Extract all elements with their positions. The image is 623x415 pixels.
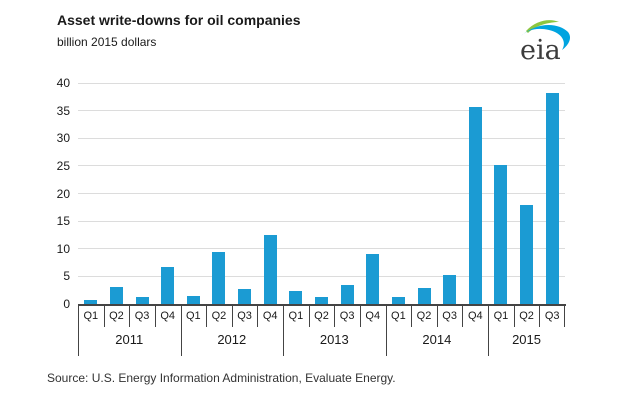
- year-axis-row: 2011 2012 2013 2014 2015: [78, 328, 565, 354]
- quarter-tick-7: [257, 306, 259, 327]
- bar-2011-Q2: [109, 287, 123, 304]
- year-label-2012: 2012: [217, 332, 247, 347]
- quarter-tick-10: [334, 306, 336, 327]
- quarter-label-2012-Q2: Q2: [211, 310, 227, 322]
- year-label-2011: 2011: [115, 332, 144, 347]
- source-note: Source: U.S. Energy Information Administ…: [47, 371, 396, 385]
- quarter-label-2014-Q2: Q2: [416, 310, 432, 322]
- eia-logo-icon: eia: [520, 20, 570, 66]
- bar-2014-Q2: [417, 287, 431, 304]
- bar-2013-Q2: [315, 296, 328, 304]
- eia-logo-text: eia: [520, 35, 561, 66]
- quarter-label-2014-Q1: Q1: [391, 310, 406, 322]
- y-tick-label-30: 30: [56, 131, 70, 146]
- bar-2014-Q4: [468, 106, 482, 304]
- plot-area: [78, 82, 565, 304]
- quarter-tick-5: [206, 306, 208, 327]
- year-label-2015: 2015: [512, 332, 541, 347]
- quarter-tick-9: [308, 306, 310, 327]
- bar-2014-Q3: [443, 274, 457, 304]
- quarter-label-2011-Q4: Q4: [160, 310, 176, 322]
- quarter-tick-11: [359, 306, 361, 327]
- quarter-label-2011-Q2: Q2: [109, 310, 124, 322]
- gridline-20: [78, 193, 565, 194]
- gridline-40: [78, 82, 565, 84]
- bar-2011-Q3: [135, 297, 149, 304]
- y-tick-label-25: 25: [56, 158, 70, 173]
- bar-2013-Q3: [340, 285, 354, 304]
- year-tick-8: [283, 306, 285, 356]
- quarter-tick-6: [231, 306, 233, 327]
- quarter-label-2012-Q1: Q1: [185, 310, 201, 322]
- year-tick-16: [488, 306, 490, 356]
- bar-2011-Q1: [84, 299, 98, 304]
- bar-2013-Q1: [289, 290, 303, 304]
- gridline-10: [78, 248, 565, 250]
- quarter-label-2014-Q4: Q4: [467, 310, 483, 322]
- year-tick-12: [385, 306, 387, 356]
- y-tick-label-10: 10: [56, 241, 70, 256]
- y-tick-label-15: 15: [56, 214, 70, 229]
- quarter-label-2012-Q3: Q3: [237, 310, 252, 322]
- bar-2012-Q4: [263, 234, 277, 304]
- quarter-label-2013-Q1: Q1: [288, 310, 304, 322]
- quarter-label-2015-Q2: Q2: [519, 310, 534, 322]
- bar-2014-Q1: [391, 297, 405, 304]
- bar-2012-Q1: [186, 296, 200, 304]
- bar-2015-Q2: [520, 204, 534, 304]
- bar-2015-Q3: [545, 92, 559, 304]
- quarter-label-2011-Q3: Q3: [134, 310, 150, 322]
- bar-2012-Q3: [238, 288, 252, 304]
- quarter-tick-17: [513, 306, 515, 327]
- quarter-label-2012-Q4: Q4: [262, 310, 278, 322]
- bar-2011-Q4: [161, 266, 175, 304]
- quarter-label-2014-Q3: Q3: [442, 310, 457, 322]
- gridline-30: [78, 137, 565, 139]
- year-label-2014: 2014: [422, 332, 452, 347]
- eia-logo-green-swoosh: [526, 20, 559, 33]
- quarter-tick-1: [103, 306, 105, 327]
- year-label-2013: 2013: [319, 332, 349, 347]
- quarter-tick-18: [539, 306, 541, 327]
- bar-2012-Q2: [212, 252, 226, 304]
- y-tick-label-20: 20: [56, 186, 70, 201]
- bar-2013-Q4: [366, 254, 380, 304]
- quarter-axis-row: Q1 Q2 Q3 Q4 Q1 Q2 Q3 Q4 Q1 Q2 Q3 Q4 Q1 Q2 Q3 Q4 Q1 Q2 Q3: [78, 306, 565, 356]
- quarter-tick-13: [411, 306, 413, 327]
- quarter-tick-19: [564, 306, 565, 327]
- y-tick-label-35: 35: [56, 103, 70, 118]
- chart-unit-label: billion 2015 dollars: [57, 35, 157, 49]
- quarter-label-2011-Q1: Q1: [83, 310, 99, 322]
- page-title: Asset write-downs for oil companies: [57, 12, 301, 28]
- year-tick-0: [78, 306, 79, 356]
- gridline-15: [78, 220, 565, 222]
- eia-logo-blue-swoosh: [521, 24, 570, 50]
- quarter-label-2013-Q2: Q2: [314, 310, 329, 322]
- quarter-label-2015-Q3: Q3: [544, 310, 560, 322]
- quarter-tick-3: [154, 306, 156, 327]
- bar-2015-Q1: [494, 164, 508, 304]
- y-tick-label-5: 5: [63, 269, 70, 284]
- quarter-tick-2: [129, 306, 131, 327]
- quarter-tick-14: [436, 306, 438, 327]
- year-tick-4: [180, 306, 182, 356]
- y-tick-label-40: 40: [56, 76, 70, 90]
- x-axis-line: [78, 304, 566, 306]
- gridline-25: [78, 165, 565, 167]
- quarter-label-2013-Q4: Q4: [365, 310, 381, 322]
- quarter-tick-15: [462, 306, 464, 327]
- gridline-5: [78, 275, 565, 277]
- quarter-label-2013-Q3: Q3: [339, 310, 355, 322]
- y-tick-label-0: 0: [63, 297, 70, 311]
- quarter-label-2015-Q1: Q1: [493, 310, 509, 322]
- gridline-35: [78, 110, 565, 112]
